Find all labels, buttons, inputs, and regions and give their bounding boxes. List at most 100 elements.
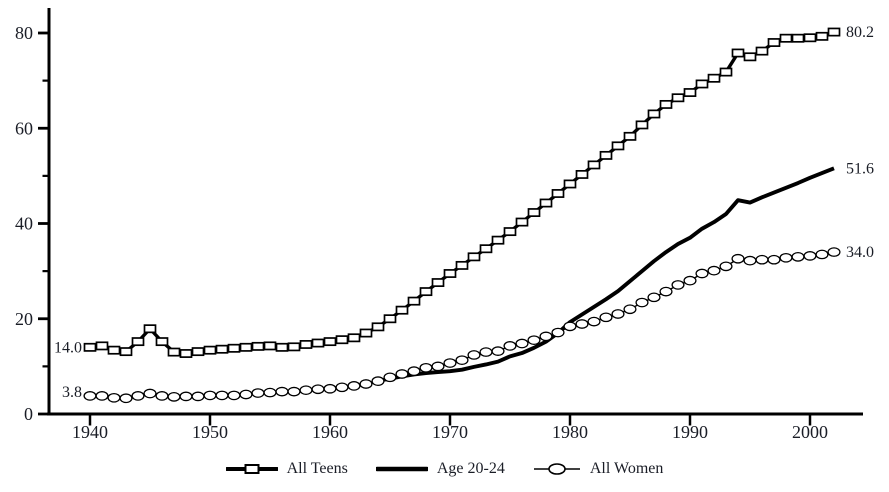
data-point-marker-circle bbox=[563, 321, 577, 332]
data-point-marker-circle bbox=[731, 253, 745, 264]
data-point-marker-circle bbox=[227, 390, 241, 401]
data-point-marker-circle bbox=[443, 358, 457, 368]
legend-item-all-teens: All Teens bbox=[225, 460, 348, 478]
data-point-marker-square bbox=[155, 337, 169, 347]
data-point-marker-square bbox=[683, 88, 697, 97]
data-point-marker-circle bbox=[815, 249, 829, 260]
series-line-age-20-24 bbox=[377, 166, 835, 383]
data-point-marker-circle bbox=[671, 280, 685, 290]
data-point-marker-square bbox=[83, 342, 97, 352]
legend-item-age-20-24: Age 20-24 bbox=[375, 460, 505, 478]
data-point-marker-square bbox=[755, 46, 769, 56]
data-point-marker-circle bbox=[755, 254, 769, 265]
data-point-marker-circle bbox=[767, 254, 781, 265]
data-point-marker-square bbox=[275, 342, 289, 352]
data-point-marker-square bbox=[455, 260, 469, 270]
data-point-marker-circle bbox=[323, 383, 337, 394]
all-teens-line-square-icon bbox=[225, 464, 278, 474]
data-point-marker-square bbox=[419, 287, 433, 297]
data-point-marker-circle bbox=[335, 382, 349, 393]
data-point-marker-circle bbox=[479, 347, 493, 357]
data-point-marker-square bbox=[143, 324, 157, 334]
data-point-marker-square bbox=[371, 322, 385, 332]
data-point-marker-square bbox=[611, 141, 625, 151]
data-point-marker-square bbox=[179, 349, 193, 358]
data-point-marker-circle bbox=[347, 381, 361, 391]
data-point-marker-circle bbox=[251, 388, 265, 398]
data-point-marker-circle bbox=[143, 388, 157, 399]
y-tick-label: 80 bbox=[15, 23, 33, 43]
data-point-marker-circle bbox=[467, 350, 481, 360]
legend-item-all-women: All Women bbox=[533, 460, 664, 478]
data-point-marker-circle bbox=[275, 386, 289, 397]
data-point-marker-square bbox=[635, 120, 649, 130]
data-point-marker-square bbox=[431, 278, 445, 288]
data-point-marker-square bbox=[347, 333, 361, 343]
series-line-all-women bbox=[90, 251, 835, 399]
data-point-marker-square bbox=[335, 335, 349, 345]
data-point-marker-circle bbox=[407, 366, 421, 376]
chart-legend: All Teens Age 20-24 All Women bbox=[0, 446, 889, 492]
data-point-marker-circle bbox=[635, 297, 649, 308]
data-point-marker-square bbox=[827, 27, 841, 37]
legend-label-age-20-24: Age 20-24 bbox=[436, 460, 505, 477]
data-point-marker-circle bbox=[239, 389, 253, 400]
series-start-label-all-teens: 14.0 bbox=[54, 339, 82, 356]
data-point-marker-circle bbox=[515, 338, 529, 349]
data-point-marker-circle bbox=[107, 392, 121, 403]
data-point-marker-circle bbox=[827, 247, 841, 257]
data-point-marker-circle bbox=[167, 392, 181, 402]
data-point-marker-square bbox=[551, 189, 565, 198]
data-point-marker-circle bbox=[683, 275, 697, 286]
data-point-marker-square bbox=[383, 314, 397, 324]
x-tick-label: 1940 bbox=[72, 422, 108, 442]
x-tick-label: 1990 bbox=[672, 422, 708, 442]
data-point-marker-square bbox=[287, 342, 301, 352]
data-point-marker-square bbox=[227, 343, 241, 353]
data-point-marker-square bbox=[467, 252, 481, 262]
data-point-marker-circle bbox=[647, 292, 661, 303]
data-point-marker-circle bbox=[707, 265, 721, 276]
legend-label-all-women: All Women bbox=[589, 460, 664, 477]
data-point-marker-circle bbox=[695, 268, 709, 279]
data-point-marker-square bbox=[263, 341, 277, 351]
data-point-marker-circle bbox=[659, 286, 673, 297]
data-point-marker-square bbox=[563, 179, 577, 189]
data-point-marker-circle bbox=[119, 393, 133, 404]
data-point-marker-square bbox=[515, 217, 529, 227]
data-point-marker-circle bbox=[599, 312, 613, 323]
data-point-marker-square bbox=[719, 67, 733, 77]
data-point-marker-circle bbox=[611, 309, 625, 319]
data-point-marker-circle bbox=[371, 376, 385, 386]
data-point-marker-square bbox=[215, 344, 229, 354]
data-point-marker-circle bbox=[287, 386, 301, 397]
data-point-marker-circle bbox=[83, 391, 97, 401]
data-point-marker-circle bbox=[263, 387, 277, 398]
data-point-marker-circle bbox=[623, 304, 637, 315]
data-point-marker-circle bbox=[527, 335, 541, 346]
data-point-marker-square bbox=[299, 340, 313, 349]
data-point-marker-circle bbox=[431, 361, 445, 372]
data-point-marker-square bbox=[527, 208, 541, 217]
data-point-marker-circle bbox=[551, 327, 565, 338]
data-point-marker-circle bbox=[95, 391, 109, 401]
data-point-marker-square bbox=[191, 347, 205, 357]
data-point-marker-circle bbox=[311, 384, 325, 395]
data-point-marker-square bbox=[599, 150, 613, 160]
data-point-marker-square bbox=[767, 38, 781, 47]
data-point-marker-square bbox=[479, 244, 493, 254]
data-point-marker-square bbox=[815, 31, 829, 41]
data-point-marker-square bbox=[659, 99, 673, 109]
data-point-marker-square bbox=[695, 79, 709, 89]
data-point-marker-circle bbox=[359, 379, 373, 389]
data-point-marker-square bbox=[395, 305, 409, 315]
data-point-marker-square bbox=[707, 73, 721, 83]
data-point-marker-circle bbox=[383, 372, 397, 383]
x-tick-label: 1960 bbox=[312, 422, 348, 442]
data-point-marker-circle bbox=[131, 391, 145, 401]
data-point-marker-square bbox=[119, 347, 133, 357]
data-point-marker-circle bbox=[491, 346, 505, 356]
data-point-marker-square bbox=[407, 296, 421, 306]
data-point-marker-square bbox=[359, 328, 373, 338]
